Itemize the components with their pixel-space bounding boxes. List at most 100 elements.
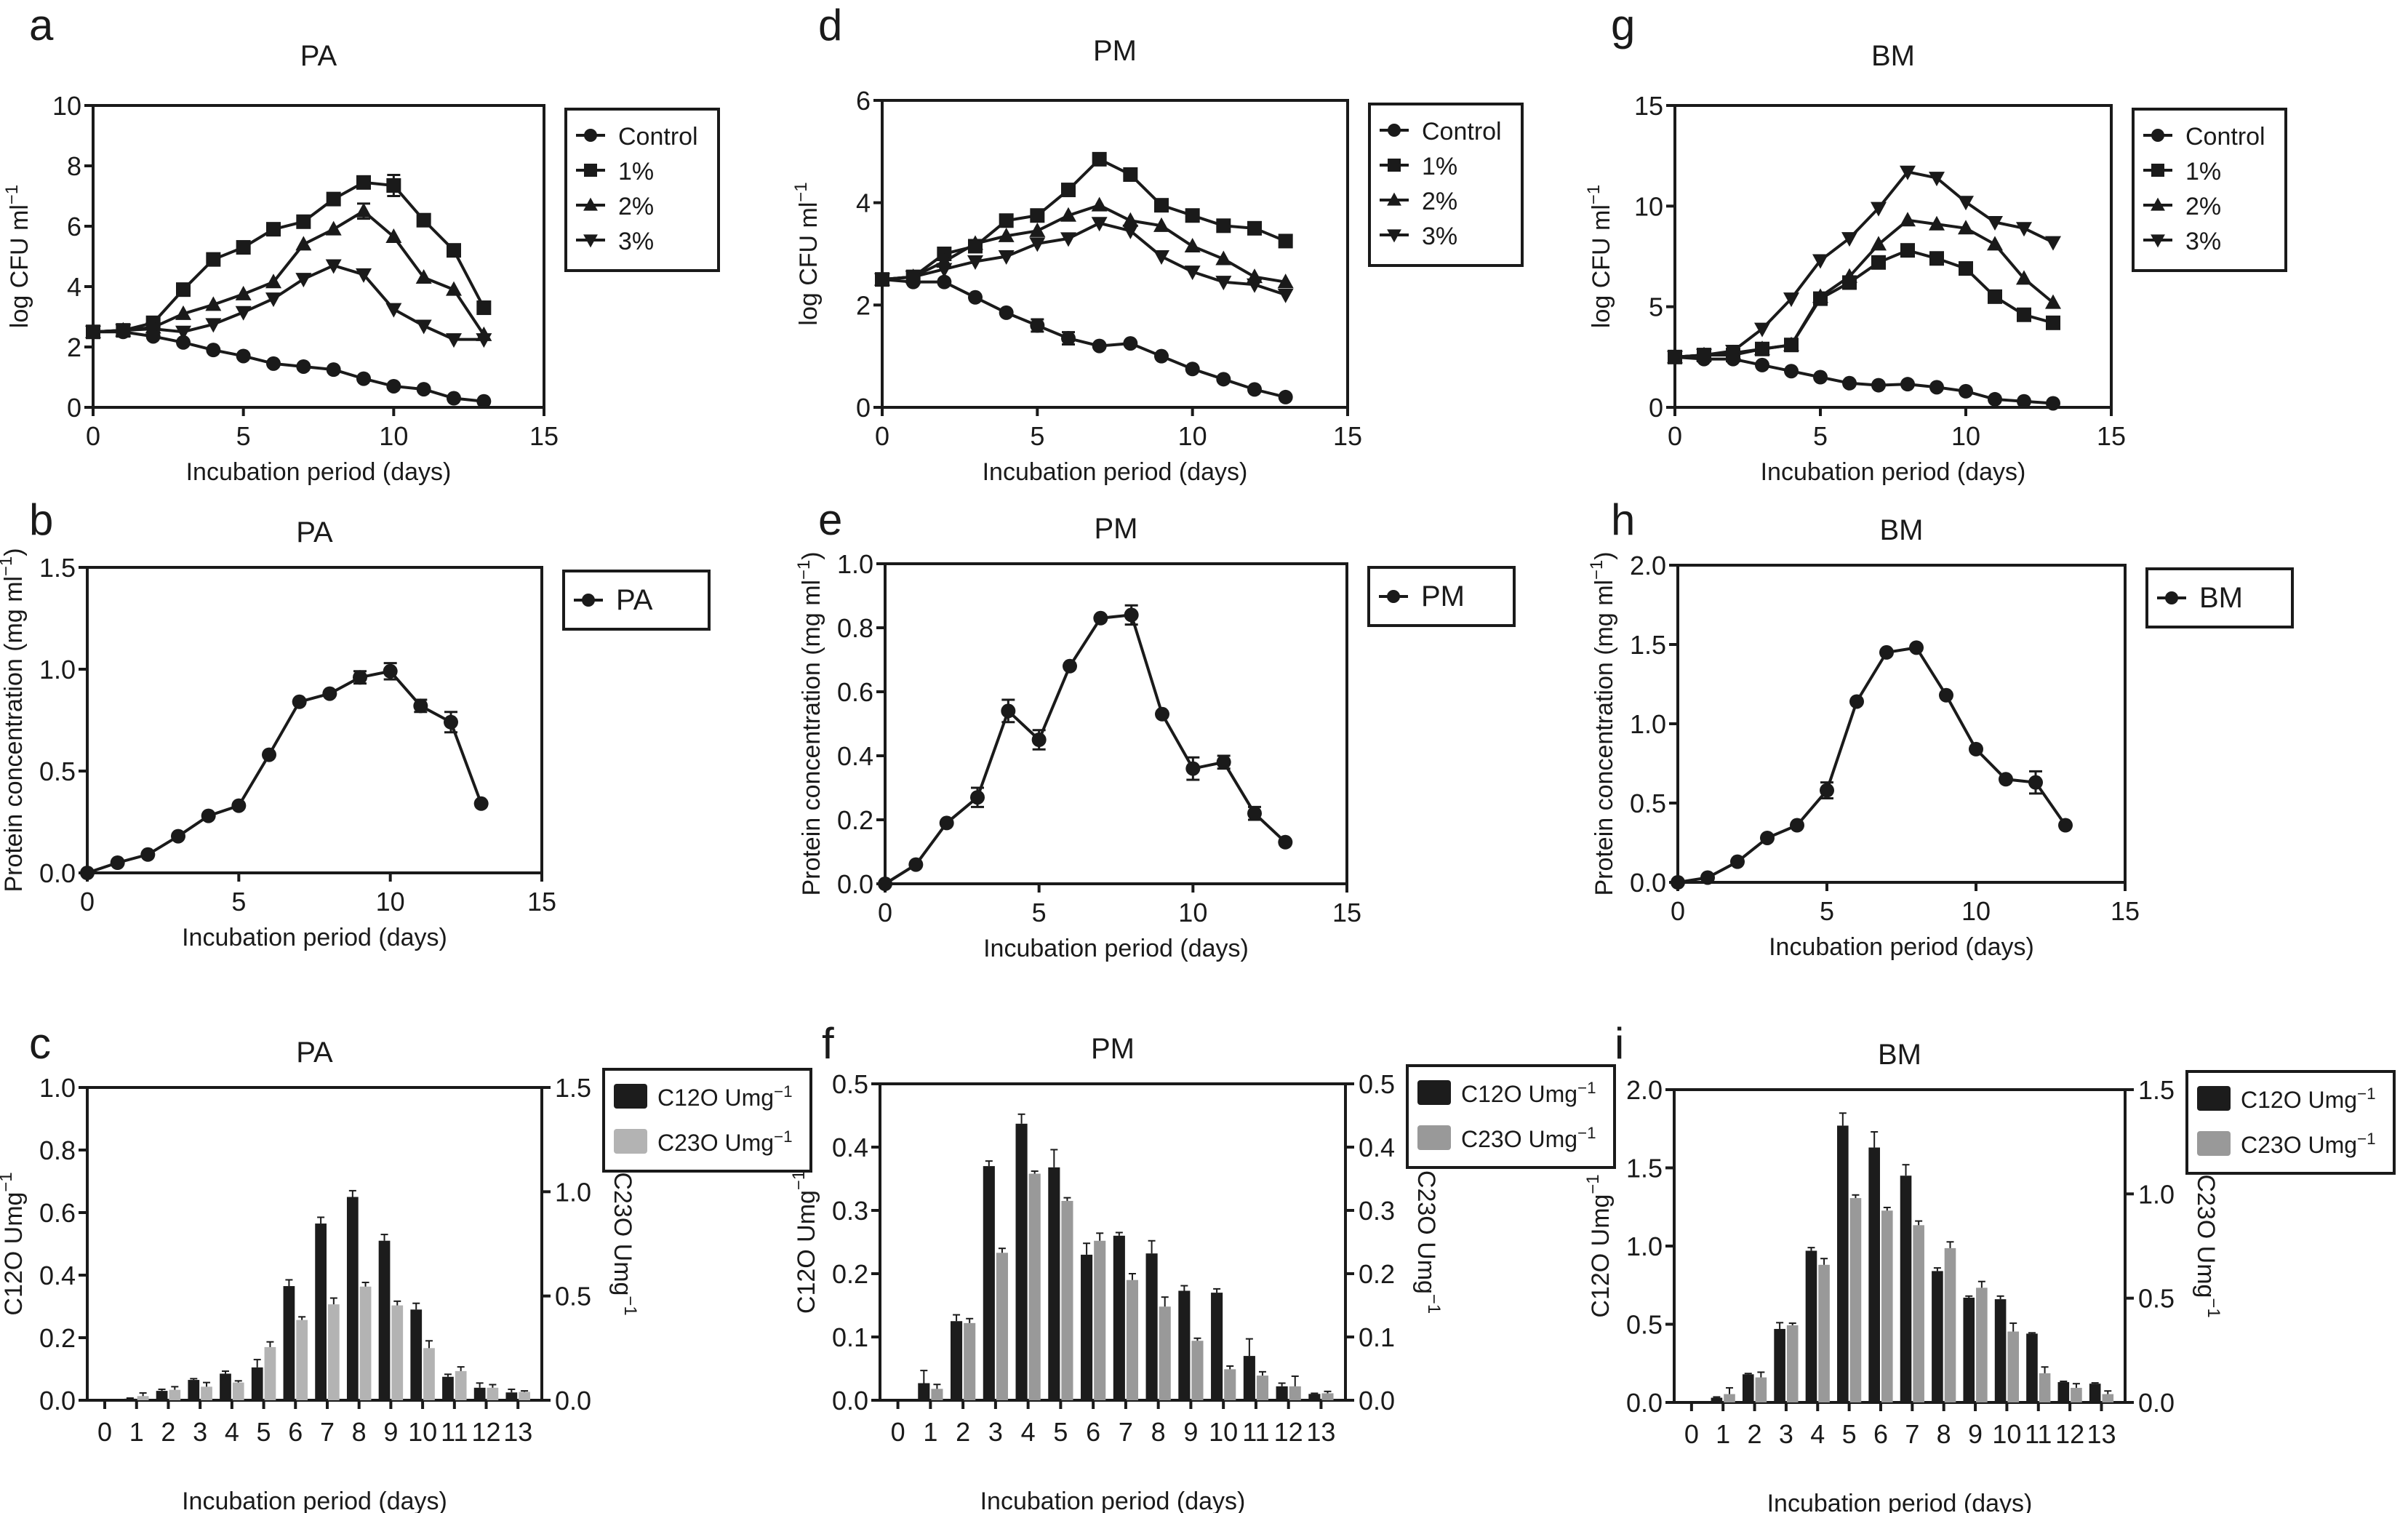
y-axis-label-superscript: −1 bbox=[1583, 1174, 1603, 1194]
x-tick-label: 6 bbox=[1086, 1417, 1100, 1447]
series-c12o bbox=[124, 1189, 518, 1400]
bar bbox=[169, 1389, 181, 1400]
bar bbox=[156, 1391, 168, 1400]
data-point bbox=[1929, 251, 1944, 266]
data-point bbox=[201, 808, 216, 823]
series-line bbox=[1674, 170, 2054, 359]
legend-label-superscript: −1 bbox=[2357, 1085, 2376, 1103]
x-tick-label: 4 bbox=[225, 1417, 239, 1447]
panel-letter: b bbox=[29, 495, 54, 544]
y-axis-label-group: C12O Umg−1 bbox=[789, 1170, 820, 1314]
plot-frame bbox=[1676, 564, 2127, 884]
x-tick-label: 13 bbox=[2087, 1419, 2116, 1449]
legend-label-text: C12O Umg bbox=[1461, 1081, 1577, 1107]
legend-marker-triangle-down-icon bbox=[2151, 234, 2165, 248]
y-axis-label: log CFU ml−1 bbox=[791, 182, 823, 325]
data-point bbox=[205, 318, 222, 333]
data-point bbox=[1278, 834, 1293, 850]
x-axis-label: Incubation period (days) bbox=[186, 458, 452, 486]
x-tick-label: 6 bbox=[288, 1417, 303, 1447]
data-point bbox=[1879, 644, 1894, 660]
data-point bbox=[1029, 237, 1046, 252]
y-tick-label-right: 0.4 bbox=[1359, 1133, 1395, 1162]
bar bbox=[2057, 1382, 2070, 1402]
panel-e: e PM 0.0 0.2 0.4 0.6 0.8 1.0 Protein concentrati… bbox=[789, 495, 1604, 989]
data-point bbox=[1939, 687, 1953, 703]
data-point bbox=[1987, 236, 2003, 251]
bar bbox=[283, 1286, 295, 1400]
x-tick-label: 10 bbox=[1961, 896, 1991, 926]
bar bbox=[378, 1240, 391, 1400]
x-tick-label: 1 bbox=[1716, 1419, 1730, 1449]
legend-label: 2% bbox=[2185, 193, 2221, 220]
legend-marker-square-icon bbox=[1388, 159, 1401, 172]
series-line bbox=[1674, 218, 2055, 359]
y-axis-label-text: Protein concentration (mg ml bbox=[1591, 580, 1618, 896]
x-tick-label: 0 bbox=[1684, 1419, 1699, 1449]
legend-label-superscript: −1 bbox=[1577, 1079, 1596, 1097]
bar bbox=[359, 1286, 372, 1400]
legend-label: PM bbox=[1421, 580, 1465, 612]
series-c23o bbox=[931, 1170, 1334, 1400]
bar bbox=[1786, 1325, 1799, 1402]
data-point bbox=[322, 686, 337, 701]
bar bbox=[964, 1322, 976, 1400]
y-axis-right-label: C23O Umg−1 bbox=[1412, 1170, 1444, 1314]
data-point bbox=[415, 269, 432, 284]
series-pm bbox=[878, 607, 1293, 891]
plot-frame bbox=[881, 99, 1349, 409]
bar bbox=[410, 1309, 423, 1400]
x-tick-label: 0 bbox=[86, 421, 100, 451]
data-point bbox=[262, 747, 276, 762]
bar bbox=[2102, 1394, 2114, 1402]
chart-svg-e: 0.0 0.2 0.4 0.6 0.8 1.0 Protein concentration … bbox=[794, 549, 1516, 962]
bar bbox=[1308, 1394, 1321, 1400]
y-axis-label-group: Protein concentration (mg ml−1) bbox=[1587, 551, 1618, 895]
legend-swatch-icon bbox=[614, 1129, 647, 1154]
y-axis-label: Protein concentration (mg ml−1) bbox=[0, 548, 28, 892]
bar bbox=[1276, 1386, 1288, 1400]
bar bbox=[2007, 1331, 2020, 1402]
x-tick-label: 11 bbox=[1242, 1417, 1269, 1447]
data-point bbox=[1060, 207, 1076, 222]
data-point bbox=[1790, 818, 1804, 833]
y-tick-label: 0.0 bbox=[1626, 1388, 1663, 1418]
data-point bbox=[231, 798, 247, 813]
legend: Control 1% 2% 3% bbox=[1368, 103, 1524, 267]
chart-title: PM bbox=[1094, 513, 1138, 545]
data-point bbox=[205, 296, 222, 311]
data-point bbox=[206, 343, 221, 358]
data-point bbox=[2045, 236, 2061, 251]
data-point bbox=[998, 227, 1015, 242]
data-point bbox=[1700, 870, 1715, 885]
panel-c: c PA 0.0 0.2 0.4 0.6 0.8 1.0 C12O Umg−1 0 1 2 3 4 5 6 7 8… bbox=[0, 1018, 815, 1513]
legend-label: Control bbox=[1422, 118, 1502, 145]
bar bbox=[1191, 1341, 1204, 1400]
y-axis-label-group: Protein concentration (mg ml−1) bbox=[0, 548, 28, 892]
chart-svg-a: 0 2 4 6 8 10 log CFU ml−1 0 5 10 15 Incubation peri… bbox=[2, 91, 720, 486]
data-point bbox=[1122, 212, 1139, 227]
x-axis-label: Incubation period (days) bbox=[980, 1488, 1246, 1513]
data-point bbox=[1091, 217, 1108, 232]
y-axis-right-label-text: C23O Umg bbox=[2192, 1174, 2220, 1298]
data-point bbox=[1215, 276, 1232, 291]
x-tick-label: 3 bbox=[988, 1417, 1003, 1447]
bar bbox=[1048, 1167, 1060, 1400]
legend-label: Control bbox=[618, 123, 698, 151]
y-axis-label-text: C12O Umg bbox=[0, 1192, 28, 1316]
y-tick-label-right: 1.0 bbox=[2138, 1179, 2175, 1209]
y-axis-label-text: Protein concentration (mg ml bbox=[0, 576, 28, 893]
data-point bbox=[236, 240, 251, 255]
bar bbox=[1256, 1376, 1269, 1400]
data-point bbox=[476, 394, 492, 409]
y-tick-label-right: 0.0 bbox=[2138, 1388, 2175, 1418]
x-axis-label: Incubation period (days) bbox=[182, 1488, 447, 1513]
panel-letter: c bbox=[29, 1019, 51, 1068]
data-point bbox=[1277, 288, 1294, 303]
data-point bbox=[1093, 610, 1108, 626]
panel-i: i BM 0.0 0.5 1.0 1.5 2.0 C12O Umg−1 0 1 2 3 4 5 6 7 8 9 10… bbox=[1583, 1018, 2400, 1513]
y-tick-label: 0.6 bbox=[837, 677, 873, 707]
data-point bbox=[176, 335, 191, 350]
y-axis-label-group: Protein concentration (mg ml−1) bbox=[794, 551, 825, 895]
